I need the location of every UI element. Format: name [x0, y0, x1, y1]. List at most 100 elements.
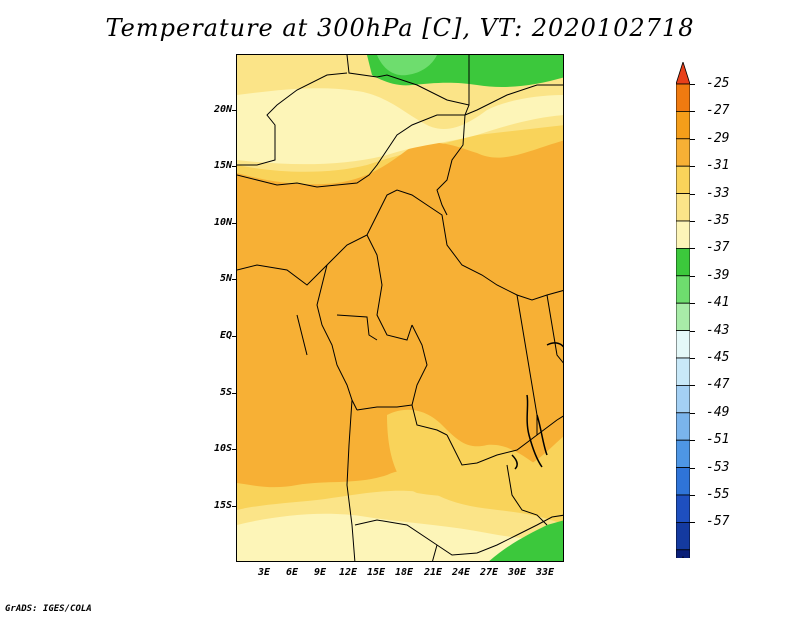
border-line: [436, 104, 470, 216]
colorbar-tick: [690, 111, 695, 113]
colorbar: [676, 62, 690, 558]
colorbar-label: -45: [706, 350, 730, 365]
colorbar-tick: [690, 275, 695, 277]
contour-fill-31-south: [387, 409, 537, 497]
colorbar-swatch: [676, 521, 690, 551]
colorbar-swatch: [676, 549, 690, 558]
lat-label-eq: EQ: [219, 330, 232, 341]
colorbar-swatch: [676, 357, 690, 386]
colorbar-swatch: [676, 494, 690, 523]
lat-tick: [232, 393, 236, 394]
border-line: [296, 314, 308, 356]
colorbar-label: -51: [706, 432, 730, 448]
colorbar-label: -49: [706, 404, 730, 420]
colorbar-swatch: [676, 330, 690, 359]
footer-credit: GrADS: IGES/COLA: [5, 604, 92, 614]
colorbar-swatch: [676, 138, 690, 167]
map-panel: [236, 54, 564, 562]
border-line: [346, 55, 470, 106]
lon-label-18e: 18E: [394, 567, 414, 578]
colorbar-tick: [690, 495, 695, 496]
contour-fill-29: [237, 140, 563, 488]
colorbar-swatch: [676, 83, 690, 112]
border-line: [432, 544, 438, 561]
colorbar-label: -29: [706, 130, 730, 146]
colorbar-label: -47: [706, 377, 730, 393]
lon-label-15e: 15E: [366, 567, 386, 578]
colorbar-swatch: [676, 193, 690, 222]
colorbar-swatch: [676, 384, 690, 414]
lat-label-15s: 15S: [213, 500, 232, 511]
contour-fill-33-north: [237, 88, 563, 165]
border-line: [506, 464, 548, 526]
lat-tick: [232, 279, 236, 280]
border-line: [346, 399, 356, 561]
lat-tick: [232, 449, 236, 450]
lon-label-12e: 12E: [338, 567, 358, 578]
border-line: [336, 314, 378, 341]
colorbar-label: -53: [706, 459, 730, 475]
border-line: [366, 234, 413, 341]
colorbar-label: -31: [706, 158, 730, 174]
contour-fill-37-south: [489, 520, 563, 561]
border-line: [354, 514, 563, 556]
border-line: [464, 84, 563, 116]
colorbar-label: -55: [706, 487, 730, 502]
border-line: [411, 324, 448, 436]
lake-outline: [546, 342, 563, 348]
country-borders: [237, 55, 563, 561]
colorbar-tick: [690, 467, 695, 469]
lon-label-3e: 3E: [257, 567, 271, 578]
colorbar-swatch: [676, 247, 690, 277]
lon-label-30e: 30E: [507, 567, 527, 578]
colorbar-swatch: [676, 275, 690, 304]
border-line: [546, 294, 563, 364]
colorbar-tick: [690, 138, 695, 140]
chart-title: Temperature at 300hPa [C], VT: 202010271…: [105, 14, 695, 42]
border-line: [446, 415, 563, 466]
lon-label-9e: 9E: [313, 567, 327, 578]
colorbar-label: -25: [706, 76, 730, 91]
lat-label-5n: 5N: [219, 273, 232, 284]
border-line: [516, 294, 538, 435]
contour-fill-39-north: [377, 55, 437, 76]
lakes: [511, 342, 563, 470]
colorbar-swatch: [676, 439, 690, 469]
border-line: [237, 114, 465, 188]
border-line: [356, 404, 413, 411]
border-line: [237, 189, 563, 301]
colorbar-tick: [690, 221, 695, 222]
colorbar-bottom-triangle: [682, 555, 684, 558]
colorbar-tick: [690, 440, 695, 442]
lon-label-33e: 33E: [535, 567, 555, 578]
lon-label-6e: 6E: [285, 567, 299, 578]
lat-label-10n: 10N: [213, 217, 232, 228]
colorbar-tick: [690, 385, 695, 387]
lake-outline: [526, 394, 543, 468]
lat-tick: [232, 166, 236, 167]
lat-tick: [232, 506, 236, 507]
colorbar-tick: [690, 522, 695, 524]
lat-tick: [232, 223, 236, 224]
colorbar-label: -57: [706, 514, 730, 530]
colorbar-tick: [690, 166, 695, 168]
lat-label-20n: 20N: [213, 104, 232, 115]
border-line: [316, 264, 358, 411]
colorbar-label: -39: [706, 267, 730, 283]
colorbar-swatch: [676, 220, 690, 249]
colorbar-swatch: [676, 165, 690, 194]
lake-outline: [511, 454, 518, 470]
lat-label-5s: 5S: [219, 387, 232, 398]
colorbar-tick: [690, 248, 695, 250]
colorbar-label: -33: [706, 185, 730, 201]
lon-label-27e: 27E: [479, 567, 499, 578]
colorbar-swatch: [676, 467, 690, 496]
temperature-map: [237, 55, 563, 561]
colorbar-tick: [690, 358, 695, 359]
colorbar-swatch: [676, 111, 690, 140]
colorbar-tick: [690, 193, 695, 195]
lat-tick: [232, 110, 236, 111]
lat-tick: [232, 336, 236, 337]
colorbar-swatch: [676, 412, 690, 441]
lon-label-24e: 24E: [451, 567, 471, 578]
